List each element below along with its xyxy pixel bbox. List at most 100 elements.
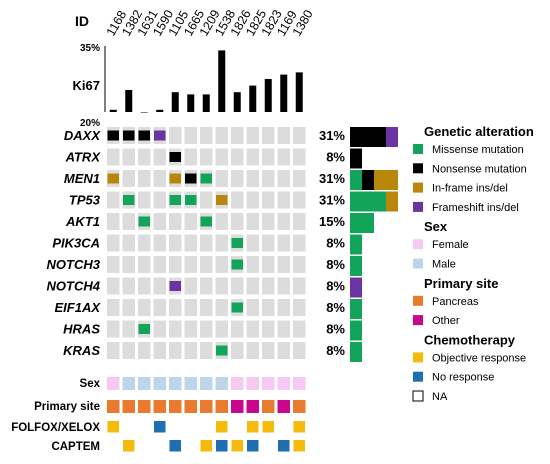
matrix-cell [215, 234, 228, 252]
matrix-cell [277, 191, 290, 209]
matrix-cell [153, 299, 166, 316]
matrix-cell [122, 170, 135, 187]
gene-label: AKT1 [65, 214, 100, 229]
matrix-cell [107, 256, 120, 273]
matrix-cell [293, 191, 306, 209]
ki67-label: Ki67 [73, 78, 100, 93]
ki67-bar [156, 109, 164, 112]
matrix-cell [246, 191, 259, 209]
summary-bar-segment [350, 170, 362, 190]
matrix-cell [107, 191, 120, 209]
clinical-cell [247, 440, 259, 452]
matrix-cell [107, 277, 120, 295]
clinical-cell [107, 421, 119, 433]
matrix-cell [122, 277, 135, 295]
clinical-track-label: FOLFOX/XELOX [11, 422, 100, 434]
matrix-cell [246, 234, 259, 252]
matrix-cell [107, 234, 120, 252]
ki67-bar [187, 94, 195, 112]
gene-labels: DAXX ATRX MEN1 TP53 AKT1 PIK3CA NOTCH3 NOTCH4 EI… [47, 128, 102, 358]
matrix-cell [246, 342, 259, 359]
legend-swatch [413, 371, 423, 382]
gene-label: NOTCH3 [47, 257, 101, 272]
matrix-cell [262, 342, 275, 359]
gene-label: HRAS [63, 322, 100, 337]
matrix-cell [293, 320, 306, 338]
percentage-label: 8% [326, 236, 345, 251]
alteration-mark [123, 130, 135, 141]
alteration-mark [216, 195, 228, 205]
clinical-cell [138, 400, 151, 413]
gene-label: PIK3CA [52, 236, 100, 251]
alteration-mark [123, 195, 135, 205]
matrix-cell [138, 256, 151, 273]
alteration-mark [200, 216, 212, 227]
matrix-cell [184, 342, 197, 359]
matrix-cell [246, 277, 259, 295]
clinical-cell [216, 440, 228, 452]
matrix-cell [107, 213, 120, 230]
legend-swatch [413, 201, 423, 212]
legend-label: Frameshift ins/del [432, 202, 519, 214]
matrix-cell [293, 213, 306, 230]
clinical-cell [293, 400, 306, 413]
matrix-cell [153, 234, 166, 252]
legend-label: In-frame ins/del [432, 183, 508, 195]
legend-swatch [413, 239, 423, 250]
matrix-cell [107, 342, 120, 359]
legend-label: NA [432, 391, 448, 403]
clinical-cell [231, 377, 244, 390]
clinical-cell [184, 400, 197, 413]
clinical-cell [200, 400, 213, 413]
gene-label: EIF1AX [54, 300, 101, 315]
legend-label: Nonsense mutation [432, 163, 527, 175]
matrix-cell [277, 256, 290, 273]
matrix-cell [277, 320, 290, 338]
clinical-cell [231, 440, 243, 452]
matrix-cell [215, 299, 228, 316]
summary-bar-segment [350, 213, 374, 233]
matrix-cell [200, 320, 213, 338]
legend-swatch [413, 182, 423, 193]
matrix-cell [122, 234, 135, 252]
legend-label: Male [432, 259, 456, 271]
clinical-cell [154, 421, 166, 433]
matrix-cell [122, 256, 135, 273]
gene-label: TP53 [69, 193, 101, 208]
matrix-cell [107, 320, 120, 338]
matrix-cell [153, 213, 166, 230]
matrix-cell [107, 299, 120, 316]
matrix-cell [153, 277, 166, 295]
clinical-cell [200, 440, 212, 452]
matrix-cell [138, 234, 151, 252]
summary-bar-segment [386, 127, 398, 147]
clinical-cell [277, 377, 290, 390]
matrix-cell [169, 234, 182, 252]
clinical-tracks: Sex Primary site FOLFOX/XELOX CAPTEM [11, 377, 306, 453]
clinical-cell [122, 377, 135, 390]
clinical-cell [122, 400, 135, 413]
matrix-cell [122, 299, 135, 316]
matrix-cell [200, 234, 213, 252]
alteration-mark [138, 324, 150, 334]
clinical-cell [215, 377, 228, 390]
alteration-mark [107, 173, 119, 184]
ki67-axis-min: 20% [80, 118, 100, 129]
alteration-mark [200, 173, 212, 184]
clinical-cell [169, 377, 182, 390]
gene-label: MEN1 [64, 171, 100, 186]
matrix-cell [200, 148, 213, 166]
matrix-cell [262, 191, 275, 209]
legend-label: Female [432, 239, 469, 251]
matrix-cell [231, 191, 244, 209]
percentage-label: 8% [326, 300, 345, 315]
percentage-label: 31% [319, 193, 345, 208]
clinical-track-label: CAPTEM [51, 441, 100, 453]
ki67-bar [249, 85, 257, 112]
matrix-cell [262, 320, 275, 338]
alteration-mark [169, 195, 181, 205]
matrix-cell [246, 148, 259, 166]
matrix-cell [293, 299, 306, 316]
summary-bar-segment [350, 234, 362, 255]
legend-swatch [413, 295, 423, 306]
